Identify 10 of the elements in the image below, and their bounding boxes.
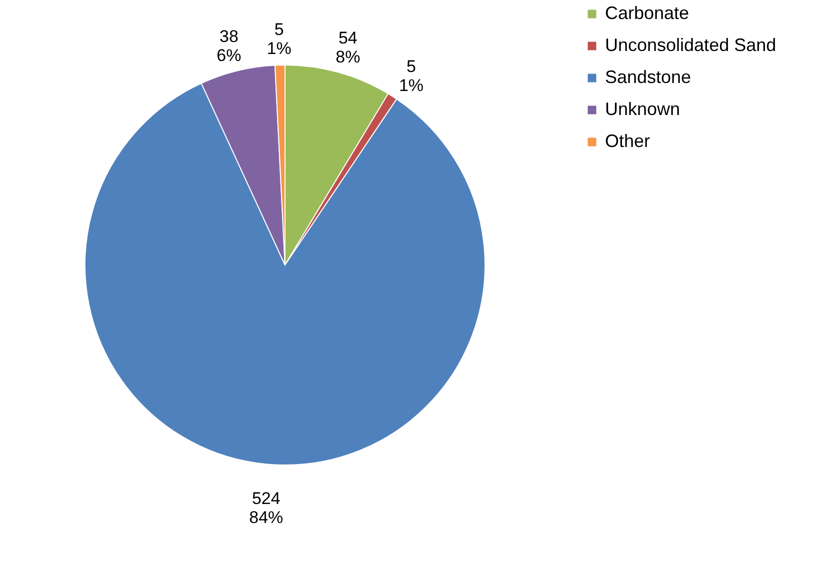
data-label: 54 8% <box>336 28 360 67</box>
data-label: 38 6% <box>216 26 242 65</box>
data-label: 5 1% <box>398 56 424 95</box>
legend-label: Sandstone <box>605 67 692 87</box>
data-label: 524 84% <box>249 489 284 528</box>
legend-label: Other <box>605 131 650 151</box>
legend-label: Unknown <box>605 99 680 119</box>
legend-label: Carbonate <box>605 3 690 23</box>
data-label: 5 1% <box>266 20 292 58</box>
legend-label: Unconsolidated Sand <box>605 35 776 55</box>
